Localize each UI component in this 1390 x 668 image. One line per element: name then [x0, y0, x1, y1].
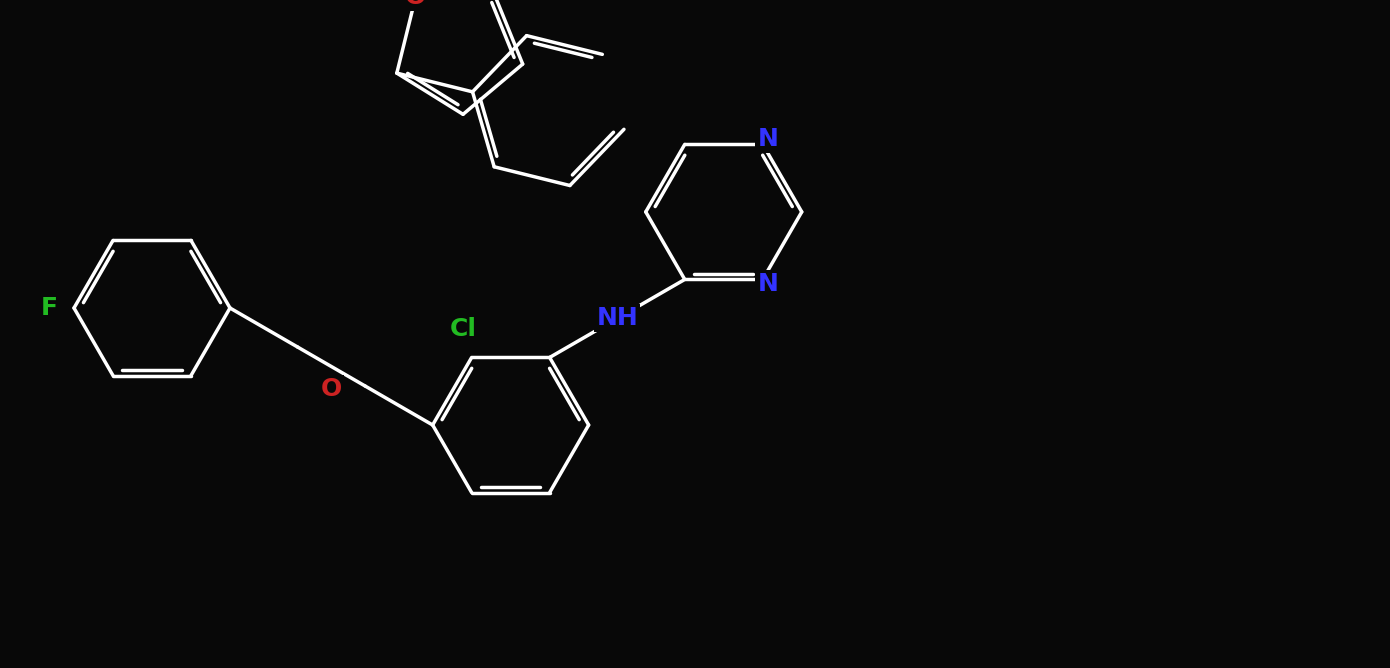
Text: N: N	[758, 128, 778, 152]
Text: Cl: Cl	[450, 317, 477, 341]
Text: O: O	[404, 0, 427, 9]
Text: F: F	[40, 296, 57, 320]
Text: O: O	[321, 377, 342, 401]
Text: N: N	[758, 273, 778, 297]
Text: NH: NH	[596, 307, 638, 331]
